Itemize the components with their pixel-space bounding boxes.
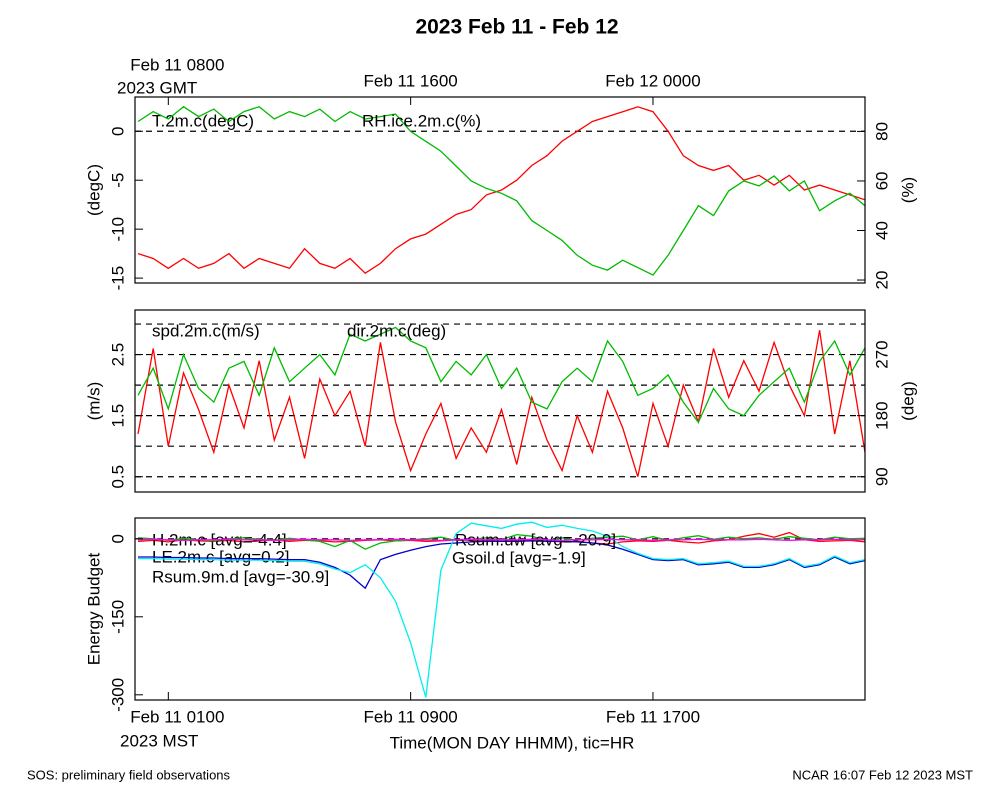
- series-line: [137, 538, 865, 542]
- x-tick-label: Feb 11 1600: [364, 71, 458, 90]
- y2-tick-label: 180: [872, 401, 891, 429]
- legend-label: Rsum.9m.d [avg=-30.9]: [152, 567, 329, 586]
- series-line: [138, 540, 865, 590]
- footer-right: NCAR 16:07 Feb 12 2023 MST: [792, 767, 973, 782]
- plot-frame: [134, 96, 866, 284]
- y2-tick-label: 270: [872, 340, 891, 368]
- legend-label: RH.ice.2m.c(%): [362, 111, 481, 130]
- y2-tick-label: 90: [872, 467, 891, 486]
- y2-tick-label: 60: [872, 171, 891, 190]
- y2-axis-label: (%): [898, 177, 917, 203]
- x-axis-label: Time(MON DAY HHMM), tic=HR: [390, 733, 635, 752]
- footer-left: SOS: preliminary field observations: [27, 767, 231, 782]
- legend-label: dir.2m.c(deg): [347, 321, 446, 340]
- series-line: [137, 106, 865, 275]
- y-tick-label: 1.5: [108, 404, 127, 428]
- x-axis-note: 2023 GMT: [117, 78, 197, 97]
- series-line: [137, 105, 865, 276]
- series-line: [137, 326, 865, 424]
- y-tick-label: 0: [108, 534, 127, 543]
- x-axis-note: 2023 MST: [120, 731, 198, 750]
- y-tick-label: 0.5: [108, 465, 127, 489]
- series-line: [137, 330, 865, 477]
- legend-label: LE.2m.c [avg=0.2]: [152, 547, 290, 566]
- x-tick-label: Feb 12 0000: [605, 71, 700, 90]
- x-tick-label: Feb 11 0800: [130, 55, 224, 74]
- plot-frame: [134, 309, 866, 493]
- y2-axis-label: (deg): [898, 381, 917, 421]
- y2-tick-label: 40: [872, 221, 891, 240]
- y-tick-label: -300: [108, 678, 127, 712]
- plot-frame: [134, 517, 866, 701]
- y-tick-label: -5: [108, 173, 127, 188]
- legend-label: T.2m.c(degC): [152, 111, 254, 130]
- y-axis-label: Energy Budget: [84, 552, 103, 665]
- y-axis-label: (m/s): [84, 382, 103, 421]
- y-tick-label: -10: [108, 217, 127, 242]
- x-tick-label: Feb 11 0100: [130, 707, 224, 726]
- x-tick-label: Feb 11 1700: [606, 707, 700, 726]
- series-line: [138, 521, 865, 698]
- y-axis-label: (degC): [84, 164, 103, 216]
- y-tick-label: -15: [108, 266, 127, 291]
- y-tick-label: 2.5: [108, 343, 127, 367]
- y2-tick-label: 20: [872, 271, 891, 290]
- x-tick-label: Feb 11 0900: [364, 707, 458, 726]
- y-tick-label: 0: [108, 127, 127, 136]
- legend-label: Gsoil.d [avg=-1.9]: [452, 548, 586, 567]
- legend-label: spd.2m.c(m/s): [152, 321, 260, 340]
- chart-title: 2023 Feb 11 - Feb 12: [415, 16, 618, 39]
- y2-tick-label: 80: [872, 122, 891, 141]
- y-tick-label: -150: [108, 600, 127, 634]
